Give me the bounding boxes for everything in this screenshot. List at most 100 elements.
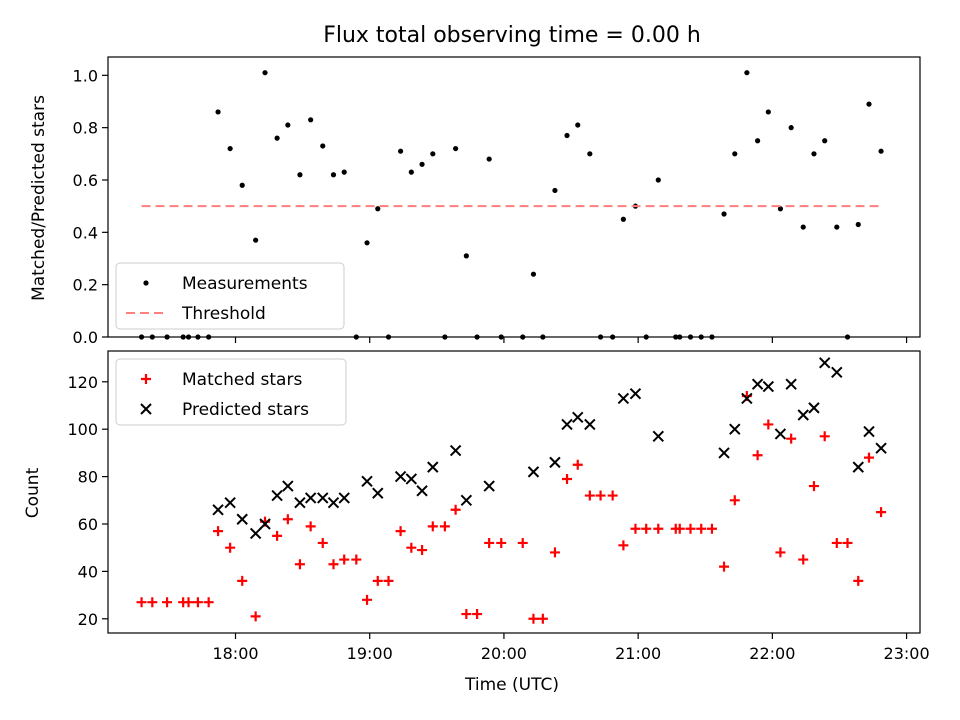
- measurements-point: [788, 125, 794, 131]
- matched-stars-point: [798, 554, 809, 565]
- matched-stars-point: [183, 597, 194, 608]
- matched-stars-point: [237, 575, 248, 586]
- matched-stars-point: [819, 431, 830, 442]
- chart-title: Flux total observing time = 0.00 h: [323, 23, 701, 48]
- measurements-point: [765, 109, 771, 115]
- bottom-y-tick-label: 40: [78, 562, 98, 581]
- bottom-legend: Matched stars Predicted stars: [115, 358, 347, 426]
- bottom-y-tick-label: 60: [78, 515, 98, 534]
- measurements-point: [397, 148, 404, 154]
- measurements-point: [262, 70, 268, 76]
- predicted-stars-point: [212, 504, 224, 516]
- top-y-tick-label: 1.0: [73, 66, 98, 85]
- matched-stars-point: [272, 530, 283, 541]
- measurements-point: [285, 122, 291, 128]
- matched-stars-point: [719, 561, 730, 572]
- predicted-stars-point: [405, 473, 418, 485]
- measurements-point: [239, 182, 245, 188]
- measurements-point: [274, 135, 280, 141]
- predicted-stars-point: [741, 392, 753, 405]
- bottom-y-tick-label: 80: [78, 468, 98, 487]
- predicted-stars-point: [572, 411, 584, 424]
- predicted-stars-point: [294, 496, 306, 509]
- bottom-y-tick-label: 120: [67, 373, 98, 392]
- measurements-point: [419, 161, 425, 167]
- x-tick-label: 19:00: [347, 644, 393, 663]
- x-tick-label: 20:00: [481, 644, 527, 663]
- predicted-stars-point: [875, 442, 887, 454]
- matched-stars-point: [427, 521, 438, 532]
- matched-stars-point: [517, 537, 528, 548]
- top-panel: 0.0 0.2 0.4 0.6 0.8 1.0 Measurements Threshold: [73, 56, 921, 347]
- legend-threshold-label: Threshold: [181, 304, 266, 324]
- matched-stars-point: [339, 554, 350, 565]
- predicted-stars-point: [236, 513, 248, 525]
- matched-stars-point: [461, 609, 472, 620]
- measurements-point: [878, 148, 884, 154]
- measurements-point: [552, 187, 558, 194]
- predicted-stars-point: [852, 461, 864, 473]
- matched-stars-point: [305, 521, 316, 532]
- predicted-stars-point: [394, 470, 407, 483]
- measurements-point: [587, 151, 593, 157]
- matched-stars-point: [775, 547, 786, 558]
- matched-stars-point: [147, 597, 158, 608]
- matched-stars-point: [417, 545, 428, 556]
- measurements-point: [375, 206, 381, 212]
- measurements-point: [564, 132, 570, 139]
- matched-stars-point: [808, 481, 819, 492]
- matched-stars-point: [842, 537, 853, 548]
- top-y-axis-label: Matched/Predicted stars: [29, 95, 49, 301]
- matched-stars-point: [786, 433, 797, 444]
- predicted-stars-point: [729, 423, 741, 435]
- top-legend-box: [115, 262, 345, 330]
- bottom-y-tick-label: 100: [67, 420, 98, 439]
- predicted-stars-point: [718, 447, 730, 459]
- matched-stars-point: [595, 490, 606, 501]
- predicted-stars-point: [652, 430, 664, 443]
- matched-stars-point: [584, 490, 595, 501]
- legend-matched-stars-swatch: [141, 374, 151, 384]
- measurements-point: [822, 138, 828, 144]
- predicted-stars-point: [785, 378, 797, 390]
- measurements-point: [486, 156, 492, 162]
- legend-measurements-swatch: [143, 280, 149, 286]
- predicted-stars-point: [863, 425, 875, 438]
- measurements-point: [227, 145, 233, 152]
- legend-predicted-stars-swatch: [140, 403, 152, 415]
- matched-stars-point: [863, 452, 874, 463]
- measurements-point: [855, 221, 861, 228]
- matched-stars-point: [729, 495, 740, 506]
- predicted-stars-point: [762, 380, 775, 393]
- measurements-point: [755, 138, 761, 144]
- matched-stars-point: [136, 597, 147, 608]
- measurements-point: [800, 224, 806, 230]
- predicted-stars-point: [629, 387, 642, 400]
- measurements-point: [744, 70, 750, 76]
- measurements-point: [308, 117, 314, 123]
- bottom-y-tick-label: 20: [78, 610, 98, 629]
- matched-stars-point: [406, 542, 417, 553]
- legend-predicted-stars-label: Predicted stars: [182, 400, 309, 420]
- matched-stars-point: [294, 559, 305, 570]
- x-tick-label: 22:00: [749, 644, 795, 663]
- matched-stars-point: [674, 523, 685, 534]
- predicted-stars-point: [561, 418, 573, 431]
- measurements-point: [341, 169, 347, 175]
- predicted-stars-point: [317, 492, 329, 504]
- matched-stars-point: [528, 613, 539, 624]
- predicted-stars-point: [271, 489, 283, 502]
- matched-stars-point: [203, 597, 214, 608]
- x-axis-label: Time (UTC): [464, 675, 559, 695]
- predicted-stars-point: [584, 418, 596, 431]
- predicted-stars-point: [249, 527, 262, 540]
- measurements-point: [297, 172, 303, 178]
- matched-stars-point: [831, 537, 842, 548]
- predicted-stars-point: [259, 518, 271, 530]
- matched-stars-point: [549, 547, 560, 558]
- predicted-stars-point: [361, 475, 373, 488]
- matched-stars-point: [250, 611, 261, 622]
- panels: 0.0 0.2 0.4 0.6 0.8 1.0 Measurements Threshold 2…: [67, 56, 930, 663]
- matched-stars-point: [484, 537, 495, 548]
- measurements-point: [655, 177, 661, 183]
